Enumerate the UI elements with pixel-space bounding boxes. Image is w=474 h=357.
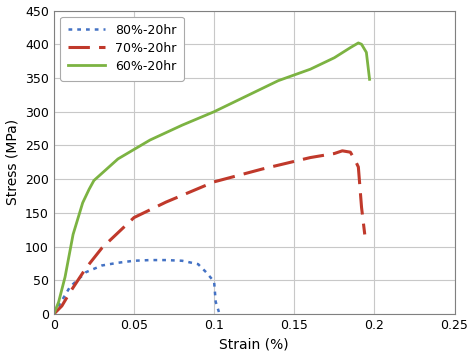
60%-20hr — [308, 67, 313, 71]
70%-20hr — [83, 266, 89, 270]
Line: 80%-20hr: 80%-20hr — [54, 260, 219, 314]
70%-20hr — [59, 304, 65, 308]
70%-20hr — [67, 290, 73, 295]
70%-20hr — [339, 149, 345, 153]
60%-20hr — [347, 45, 353, 50]
60%-20hr — [275, 79, 281, 83]
70%-20hr — [131, 215, 137, 220]
60%-20hr — [211, 110, 217, 114]
70%-20hr — [308, 155, 313, 160]
70%-20hr — [51, 312, 57, 316]
60%-20hr — [80, 201, 85, 205]
X-axis label: Strain (%): Strain (%) — [219, 337, 289, 351]
80%-20hr — [213, 300, 219, 304]
60%-20hr — [356, 41, 361, 45]
80%-20hr — [51, 312, 57, 316]
60%-20hr — [243, 94, 249, 98]
60%-20hr — [364, 50, 369, 55]
70%-20hr — [331, 151, 337, 156]
70%-20hr — [163, 200, 169, 204]
60%-20hr — [359, 42, 365, 46]
80%-20hr — [99, 263, 105, 268]
80%-20hr — [211, 280, 217, 284]
60%-20hr — [331, 56, 337, 60]
70%-20hr — [359, 205, 365, 210]
80%-20hr — [195, 262, 201, 266]
60%-20hr — [115, 157, 121, 161]
80%-20hr — [179, 258, 185, 263]
80%-20hr — [115, 261, 121, 265]
60%-20hr — [56, 300, 62, 304]
80%-20hr — [131, 258, 137, 263]
80%-20hr — [216, 310, 222, 314]
80%-20hr — [83, 270, 89, 275]
70%-20hr — [352, 158, 358, 162]
Y-axis label: Stress (MPa): Stress (MPa) — [6, 119, 19, 205]
80%-20hr — [147, 258, 153, 262]
80%-20hr — [163, 258, 169, 262]
70%-20hr — [362, 232, 368, 237]
60%-20hr — [51, 312, 57, 316]
Line: 70%-20hr: 70%-20hr — [54, 151, 365, 314]
Legend: 80%-20hr, 70%-20hr, 60%-20hr: 80%-20hr, 70%-20hr, 60%-20hr — [60, 17, 184, 81]
70%-20hr — [211, 180, 217, 184]
70%-20hr — [99, 246, 105, 250]
60%-20hr — [147, 138, 153, 142]
Line: 60%-20hr: 60%-20hr — [54, 43, 370, 314]
70%-20hr — [259, 167, 265, 171]
60%-20hr — [86, 187, 92, 191]
70%-20hr — [347, 150, 353, 154]
60%-20hr — [91, 178, 97, 183]
80%-20hr — [59, 298, 65, 303]
60%-20hr — [367, 77, 373, 81]
60%-20hr — [70, 232, 76, 237]
70%-20hr — [356, 165, 361, 169]
80%-20hr — [203, 270, 209, 275]
60%-20hr — [62, 275, 68, 279]
80%-20hr — [67, 285, 73, 289]
60%-20hr — [179, 123, 185, 127]
